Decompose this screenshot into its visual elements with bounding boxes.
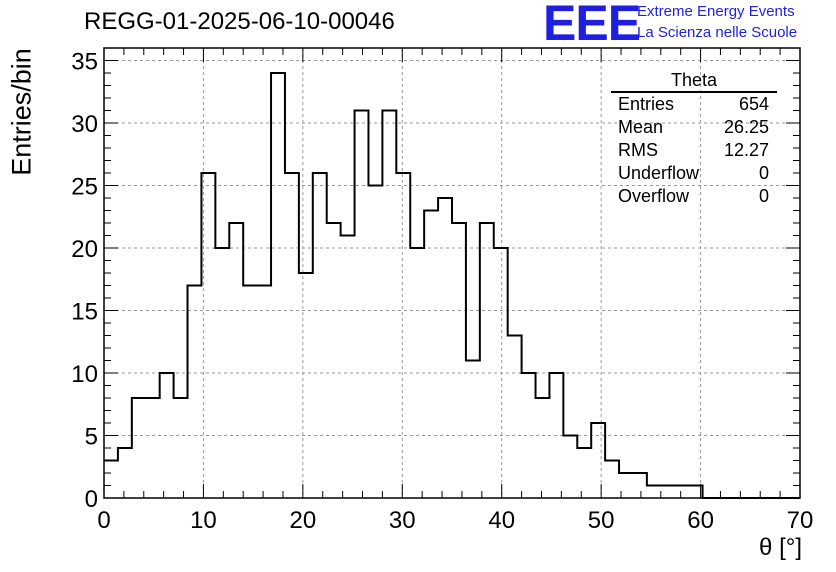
histogram-bin: [689, 486, 703, 499]
histogram-bin: [633, 473, 647, 498]
stats-title: Theta: [611, 70, 777, 93]
histogram-bin: [229, 223, 243, 498]
x-tick-label: 20: [290, 507, 317, 534]
histogram-bin: [243, 286, 257, 499]
histogram-bin: [382, 111, 396, 499]
histogram-steps: [104, 72, 800, 499]
y-tick-label: 0: [85, 486, 98, 513]
histogram-bin: [619, 473, 633, 498]
stats-label: RMS: [618, 140, 658, 160]
histogram-bin: [508, 336, 522, 499]
histogram-bin: [299, 273, 313, 498]
histogram-bin: [494, 248, 508, 498]
x-tick-label: 10: [190, 507, 217, 534]
stats-row-rms: RMS 12.27: [611, 139, 777, 162]
histogram-bin: [257, 286, 271, 499]
x-tick-label: 50: [588, 507, 615, 534]
stats-label: Entries: [618, 94, 675, 114]
histogram-bin: [327, 223, 341, 498]
x-tick-label: 40: [488, 507, 515, 534]
plot-frame: [103, 47, 801, 499]
histogram-bin: [410, 248, 424, 498]
histogram-bin: [647, 486, 661, 499]
y-axis-label: Entries/bin: [6, 48, 37, 176]
y-tick-label: 25: [71, 174, 98, 201]
histogram-bin: [480, 223, 494, 498]
histogram-bin: [341, 236, 355, 499]
histogram-bin: [675, 486, 689, 499]
stats-value: 654: [738, 94, 769, 114]
x-axis-label: θ [°]: [759, 534, 802, 561]
stats-box: Theta Entries 654 Mean 26.25 RMS 12.27 U…: [611, 70, 777, 208]
histogram-bin: [215, 248, 229, 498]
histogram-bin: [132, 398, 146, 498]
logo-text-line1: Extreme Energy Events: [637, 3, 795, 20]
histogram-bin: [201, 173, 215, 498]
histogram-bin: [396, 173, 410, 498]
y-tick-label: 35: [71, 49, 98, 76]
logo-text-line2: La Scienza nelle Scuole: [637, 24, 798, 41]
histogram-bin: [313, 173, 327, 498]
histogram-bin: [438, 198, 452, 498]
histogram-bin: [355, 111, 369, 499]
stats-label: Mean: [618, 117, 664, 137]
y-tick-label: 5: [85, 424, 98, 451]
y-tick-label: 20: [71, 236, 98, 263]
histogram-bin: [563, 436, 577, 499]
histogram-bin: [536, 398, 550, 498]
histogram-bin: [577, 448, 591, 498]
histogram-bin: [605, 461, 619, 499]
histogram-bin: [549, 373, 563, 498]
histogram-bin: [104, 461, 118, 499]
stats-row-mean: Mean 26.25: [611, 116, 777, 139]
histogram-bin: [661, 486, 675, 499]
histogram-bin: [522, 373, 536, 498]
histogram-bin: [146, 398, 160, 498]
x-tick-label: 0: [97, 507, 110, 534]
histogram-bin: [424, 211, 438, 499]
stats-label: Underflow: [618, 163, 700, 183]
y-tick-label: 15: [71, 299, 98, 326]
histogram-bin: [160, 373, 174, 498]
stats-row-overflow: Overflow 0: [611, 185, 777, 208]
eee-logo-mark: EEE: [543, 0, 641, 51]
stats-value: 0: [758, 186, 769, 206]
chart-title: REGG-01-2025-06-10-00046: [84, 8, 395, 35]
y-tick-label: 30: [71, 111, 98, 138]
histogram-bin: [466, 361, 480, 499]
stats-value: 0: [758, 163, 769, 183]
stats-value: 26.25: [723, 117, 769, 137]
histogram-bin: [118, 448, 132, 498]
histogram-bin: [368, 186, 382, 499]
stats-row-entries: Entries 654: [611, 93, 777, 116]
y-tick-label: 10: [71, 361, 98, 388]
histogram-bin: [188, 286, 202, 499]
histogram-bin: [174, 398, 188, 498]
x-tick-label: 70: [787, 507, 814, 534]
histogram-bin: [591, 423, 605, 498]
x-tick-label: 60: [687, 507, 714, 534]
stats-value: 12.27: [723, 140, 769, 160]
stats-row-underflow: Underflow 0: [611, 162, 777, 185]
x-tick-label: 30: [389, 507, 416, 534]
histogram-bin: [452, 223, 466, 498]
histogram-bin: [271, 73, 285, 498]
histogram-bin: [285, 173, 299, 498]
stats-label: Overflow: [618, 186, 690, 206]
